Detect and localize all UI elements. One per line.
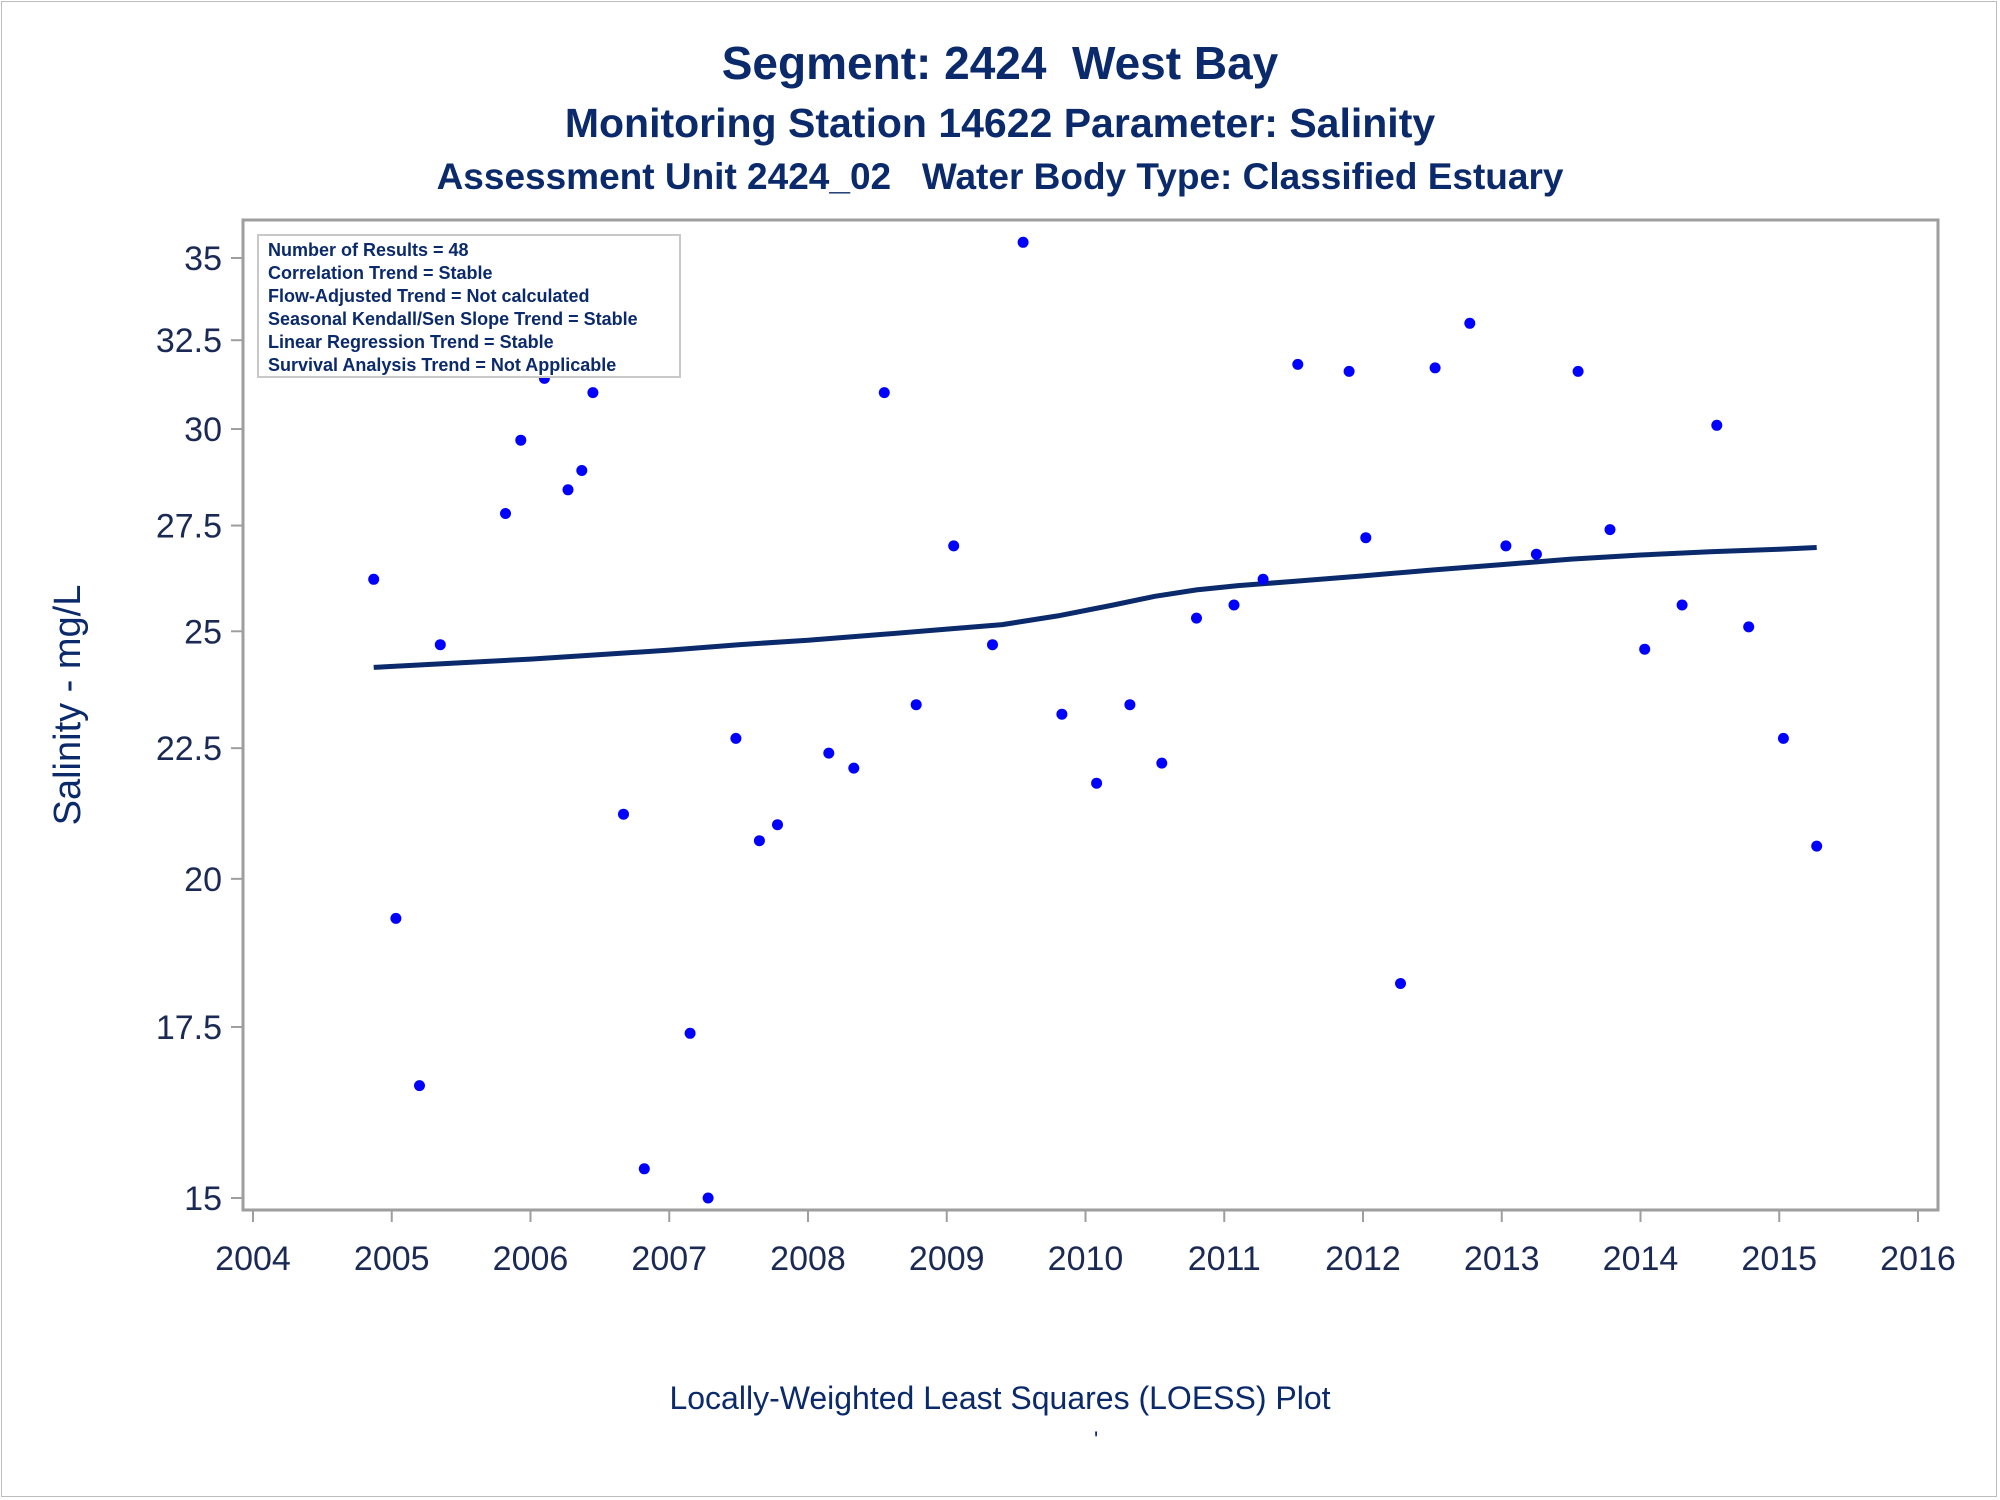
plot-area-frame bbox=[241, 218, 1940, 1212]
statistics-box-frame bbox=[257, 234, 681, 378]
data-points-layer bbox=[368, 236, 1823, 1204]
stat-linear-regression-trend: Linear Regression Trend = Stable bbox=[268, 332, 554, 352]
x-tick-label: 2011 bbox=[1188, 1240, 1261, 1278]
data-point bbox=[1639, 643, 1651, 655]
x-tick-label: 2012 bbox=[1325, 1240, 1401, 1278]
data-point bbox=[730, 732, 742, 744]
y-tick-label: 25 bbox=[184, 613, 222, 651]
x-tick-label: 2009 bbox=[909, 1240, 985, 1278]
y-axis: 15 17.5 20 22.5 25 27.5 30 32.5 35 bbox=[156, 240, 243, 1218]
chart-subtitle-assessment: Assessment Unit 2424_02 Water Body Type:… bbox=[436, 156, 1564, 197]
data-point bbox=[987, 639, 998, 651]
x-tick-label: 2010 bbox=[1048, 1240, 1124, 1278]
stat-correlation-trend: Correlation Trend = Stable bbox=[268, 263, 493, 283]
data-point bbox=[1091, 777, 1103, 789]
chart-footnote: Locally-Weighted Least Squares (LOESS) P… bbox=[669, 1380, 1331, 1416]
data-point bbox=[576, 465, 588, 476]
x-tick-label: 2005 bbox=[354, 1240, 430, 1278]
y-tick-label: 22.5 bbox=[156, 730, 222, 768]
chart-subtitle-station: Monitoring Station 14622 Parameter: Sali… bbox=[564, 100, 1436, 146]
data-point bbox=[500, 508, 511, 519]
data-point bbox=[1743, 621, 1755, 633]
data-point bbox=[1017, 236, 1029, 248]
x-tick-label: 2014 bbox=[1603, 1240, 1679, 1278]
data-point bbox=[772, 819, 783, 831]
data-point bbox=[562, 484, 574, 496]
data-point bbox=[848, 762, 860, 774]
stat-survival-analysis-trend: Survival Analysis Trend = Not Applicable bbox=[268, 355, 616, 375]
x-tick-label: 2004 bbox=[215, 1240, 291, 1278]
data-point bbox=[434, 639, 446, 651]
data-point bbox=[368, 573, 380, 585]
x-tick-label: 2016 bbox=[1880, 1240, 1956, 1278]
data-point bbox=[1429, 362, 1441, 374]
data-point bbox=[753, 835, 765, 847]
y-tick-label: 20 bbox=[184, 861, 222, 899]
data-point bbox=[390, 912, 402, 924]
stat-number-of-results: Number of Results = 48 bbox=[268, 240, 469, 260]
x-axis: 2004 2005 2006 2007 2008 2009 2010 2011 2012 2013… bbox=[215, 1210, 1956, 1278]
data-point bbox=[1056, 708, 1068, 720]
x-tick-label: 2007 bbox=[631, 1240, 707, 1278]
loess-curve-layer bbox=[373, 545, 1817, 670]
data-point bbox=[1572, 365, 1584, 377]
y-tick-label: 35 bbox=[184, 240, 222, 278]
data-point bbox=[1395, 978, 1406, 989]
data-point bbox=[1292, 358, 1304, 370]
y-tick-label: 15 bbox=[184, 1180, 222, 1218]
data-point bbox=[1604, 524, 1616, 536]
footnote-mark: ' bbox=[1094, 1427, 1099, 1452]
x-tick-label: 2015 bbox=[1741, 1240, 1817, 1278]
y-tick-label: 27.5 bbox=[156, 508, 222, 546]
data-point bbox=[1343, 365, 1355, 377]
y-tick-label: 32.5 bbox=[156, 322, 222, 360]
data-point bbox=[515, 434, 527, 446]
data-point bbox=[1257, 573, 1269, 585]
data-point bbox=[910, 699, 922, 711]
data-point bbox=[638, 1163, 650, 1175]
data-point bbox=[1530, 548, 1542, 560]
data-point bbox=[414, 1080, 425, 1092]
x-tick-label: 2013 bbox=[1464, 1240, 1540, 1278]
data-point bbox=[702, 1192, 714, 1204]
data-point bbox=[1156, 757, 1168, 769]
loess-line bbox=[373, 545, 1817, 670]
data-point bbox=[1711, 419, 1723, 431]
data-point bbox=[1228, 599, 1240, 611]
y-axis-label: Salinity - mg/L bbox=[47, 585, 89, 826]
data-point bbox=[1500, 540, 1512, 552]
statistics-box: Number of Results = 48 Correlation Trend… bbox=[257, 234, 681, 378]
data-point bbox=[1360, 532, 1372, 544]
chart-title: Segment: 2424 West Bay bbox=[721, 37, 1279, 89]
data-point bbox=[1811, 840, 1823, 852]
data-point bbox=[684, 1027, 696, 1039]
x-tick-label: 2006 bbox=[493, 1240, 569, 1278]
data-point bbox=[1124, 699, 1136, 711]
data-point bbox=[1777, 732, 1789, 744]
stat-flow-adjusted-trend: Flow-Adjusted Trend = Not calculated bbox=[268, 286, 590, 306]
data-point bbox=[1464, 317, 1476, 329]
data-point bbox=[618, 808, 629, 820]
y-tick-label: 17.5 bbox=[156, 1009, 222, 1047]
data-point bbox=[1676, 599, 1688, 611]
y-tick-label: 30 bbox=[184, 411, 222, 449]
data-point bbox=[948, 540, 960, 552]
data-point bbox=[878, 387, 890, 399]
stat-seasonal-kendall-trend: Seasonal Kendall/Sen Slope Trend = Stabl… bbox=[268, 309, 638, 329]
x-tick-label: 2008 bbox=[770, 1240, 846, 1278]
data-point bbox=[1191, 612, 1202, 624]
data-point bbox=[587, 387, 599, 399]
data-point bbox=[823, 747, 835, 759]
